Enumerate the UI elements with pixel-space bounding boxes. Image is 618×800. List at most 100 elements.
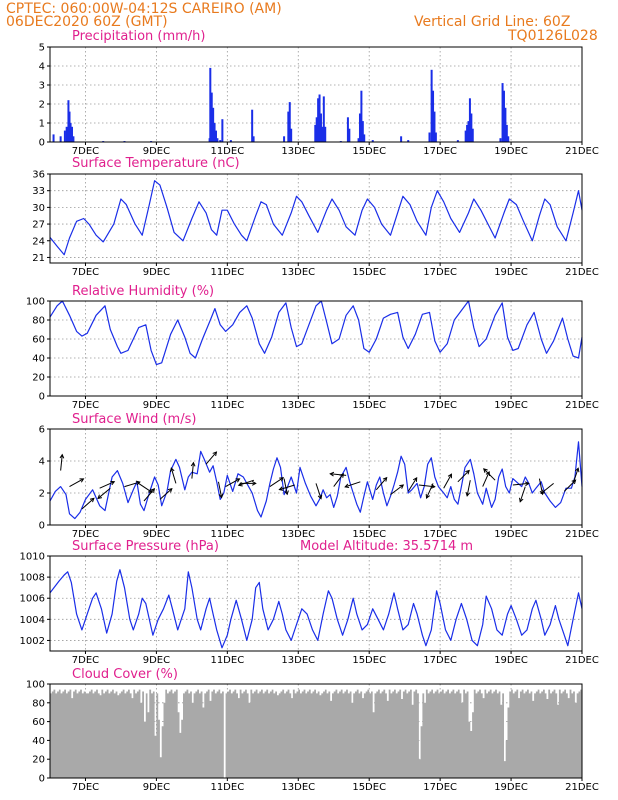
precipitation-bar	[219, 140, 222, 142]
wind-arrow-head	[251, 481, 257, 486]
wind-arrow-shaft	[390, 484, 404, 496]
precipitation-bar	[504, 107, 507, 142]
wind-arrow-shaft	[519, 486, 526, 502]
wind-ytick-label: 0	[39, 521, 45, 532]
temp-frame	[49, 173, 583, 264]
precipitation-bar	[317, 98, 320, 142]
cloud-ytick-label: 100	[26, 680, 45, 691]
temp-xtick-label: 7DEC	[72, 267, 99, 278]
wind-vector-arrow	[278, 484, 295, 491]
wind-vector-arrow	[457, 469, 470, 483]
precipitation-bar	[428, 132, 431, 142]
humidity-panel: Relative Humidity (%) 0 20 40 60 80 100 7DEC 9D…	[26, 284, 599, 411]
temp-xtick-label: 17DEC	[423, 267, 457, 278]
pressure-panel: Surface Pressure (hPa) Model Altitude: 3…	[20, 539, 599, 666]
wind-arrow-shaft	[540, 483, 554, 494]
press-ytick-label: 1010	[20, 552, 45, 563]
wind-arrow-shaft	[238, 479, 255, 486]
wind-vector-arrow	[217, 481, 224, 499]
wind-arrow-shaft	[466, 480, 471, 496]
precipitation-bar	[322, 96, 325, 142]
press-xtick-label: 7DEC	[72, 655, 99, 666]
press-xtick-label: 17DEC	[423, 655, 457, 666]
press-xtick-label: 9DEC	[143, 655, 170, 666]
wind-arrow-shaft	[143, 488, 155, 502]
press-ytick-label: 1002	[20, 636, 45, 647]
precipitation-bar	[72, 136, 75, 142]
wind-arrow-head	[344, 483, 350, 489]
wind-ytick-label: 4	[39, 457, 45, 468]
precip-xtick-label: 7DEC	[72, 146, 99, 157]
cloud-ytick-label: 20	[32, 755, 45, 766]
precip-ytick-label: 3	[39, 81, 45, 92]
temp-ytick-label: 33	[32, 186, 45, 197]
rh-ytick-label: 60	[32, 335, 45, 346]
press-series-line	[49, 569, 583, 649]
precipitation-bar	[357, 138, 360, 142]
precipitation-bar	[466, 124, 469, 142]
wind-arrow-head	[97, 494, 103, 500]
wind-arrow-head	[574, 467, 580, 473]
wind-arrow-shaft	[170, 467, 177, 484]
vertical-grid-note: Vertical Grid Line: 60Z	[414, 14, 570, 30]
cloud-cover-area	[50, 689, 582, 778]
precipitation-bar	[314, 124, 317, 142]
precip-xtick-label: 11DEC	[210, 146, 244, 157]
precipitation-bar	[63, 130, 66, 142]
wind-arrow-shaft	[81, 497, 95, 510]
precipitation-bar	[407, 140, 410, 142]
wind-vector-arrow	[190, 461, 196, 479]
press-xtick-label: 19DEC	[494, 655, 528, 666]
cloud-cover-panel: Cloud Cover (%) 0 20 40 60 80 100 7DEC 9DEC 11DE…	[26, 667, 599, 793]
cloud-ytick-label: 0	[39, 774, 45, 785]
precipitation-bar	[287, 111, 290, 142]
precipitation-bar	[505, 124, 508, 142]
wind-arrow-head	[571, 479, 577, 485]
rh-series-line	[49, 300, 583, 366]
precip-ytick-label: 4	[39, 62, 45, 73]
temp-ytick-label: 36	[32, 170, 45, 181]
wind-vector-arrow	[237, 479, 255, 487]
wind-arrow-head	[167, 487, 173, 493]
precipitation-bar	[214, 130, 217, 142]
wind-arrow-head	[483, 468, 488, 473]
temp-series-line	[49, 180, 583, 256]
cloud-xtick-label: 19DEC	[494, 782, 528, 793]
precipitation-bar	[348, 128, 351, 142]
wind-vector-arrow	[239, 481, 257, 486]
precipitation-bar	[358, 113, 361, 142]
wind-arrow-head	[399, 484, 405, 489]
precipitation-bar	[468, 98, 471, 142]
cloud-xtick-label: 13DEC	[281, 782, 315, 793]
precip-xtick-label: 17DEC	[423, 146, 457, 157]
wind-arrow-head	[150, 488, 156, 493]
rh-ytick-label: 80	[32, 316, 45, 327]
rh-xtick-label: 15DEC	[352, 400, 386, 411]
cloud-ytick-label: 40	[32, 736, 45, 747]
press-frame	[49, 555, 583, 652]
precipitation-bar	[319, 113, 322, 142]
wind-arrow-head	[279, 477, 285, 482]
wind-vector-arrow	[344, 481, 361, 489]
wind-series-line	[49, 441, 583, 520]
precip-frame	[49, 46, 583, 143]
wind-xtick-label: 15DEC	[352, 529, 386, 540]
rh-xtick-label: 9DEC	[143, 400, 170, 411]
wind-arrow-shaft	[315, 483, 322, 499]
press-ytick-label: 1008	[20, 573, 45, 584]
wind-arrow-shaft	[572, 468, 579, 484]
precipitation-bar	[283, 136, 286, 142]
wind-vector-arrow	[124, 480, 141, 488]
wind-arrow-head	[237, 481, 243, 487]
wind-arrow-shaft	[333, 473, 344, 487]
precipitation-bar	[507, 136, 510, 142]
wind-vector-arrow	[205, 451, 218, 465]
precipitation-bar	[456, 140, 459, 142]
precipitation-bar	[209, 67, 212, 142]
wind-xtick-label: 7DEC	[72, 529, 99, 540]
precipitation-bar	[212, 107, 215, 142]
cloud-xtick-label: 17DEC	[423, 782, 457, 793]
precip-xtick-label: 13DEC	[281, 146, 315, 157]
cloud-cover-title: Cloud Cover (%)	[72, 667, 178, 682]
temp-ytick-label: 27	[32, 220, 45, 231]
